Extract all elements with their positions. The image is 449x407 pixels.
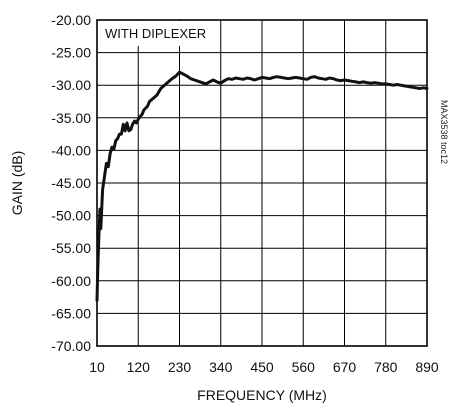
gain-series-line xyxy=(95,70,429,302)
y-tick-label: -40.00 xyxy=(51,142,91,158)
x-tick-label: 560 xyxy=(292,359,316,375)
x-tick-label: 10 xyxy=(89,359,105,375)
y-tick-label: -50.00 xyxy=(51,208,91,224)
x-tick-label: 450 xyxy=(250,359,274,375)
x-tick-label: 670 xyxy=(333,359,357,375)
x-axis-title: FREQUENCY (MHz) xyxy=(197,387,327,403)
x-tick-label: 780 xyxy=(374,359,398,375)
x-tick-label: 340 xyxy=(209,359,233,375)
grid-lines xyxy=(97,20,427,346)
plot-frame xyxy=(96,19,428,347)
y-tick-labels: -20.00 -25.00 -30.00 -35.00 -40.00 -45.00 -50.… xyxy=(51,12,91,354)
y-tick-label: -45.00 xyxy=(51,175,91,191)
annotation-text: WITH DIPLEXER xyxy=(105,26,206,41)
x-tick-label: 230 xyxy=(168,359,192,375)
x-tick-labels: 10 120 230 340 450 560 670 780 890 xyxy=(89,359,439,375)
y-tick-label: -60.00 xyxy=(51,273,91,289)
y-tick-label: -65.00 xyxy=(51,305,91,321)
y-tick-label: -35.00 xyxy=(51,110,91,126)
annotation-box xyxy=(98,21,213,46)
y-tick-label: -55.00 xyxy=(51,240,91,256)
x-tick-label: 120 xyxy=(127,359,151,375)
y-tick-label: -70.00 xyxy=(51,338,91,354)
figure-id: MAX3538 toc12 xyxy=(439,100,449,164)
x-tick-label: 890 xyxy=(415,359,439,375)
y-tick-label: -25.00 xyxy=(51,45,91,61)
y-tick-label: -30.00 xyxy=(51,77,91,93)
y-axis-title: GAIN (dB) xyxy=(9,151,25,216)
y-tick-label: -20.00 xyxy=(51,12,91,28)
